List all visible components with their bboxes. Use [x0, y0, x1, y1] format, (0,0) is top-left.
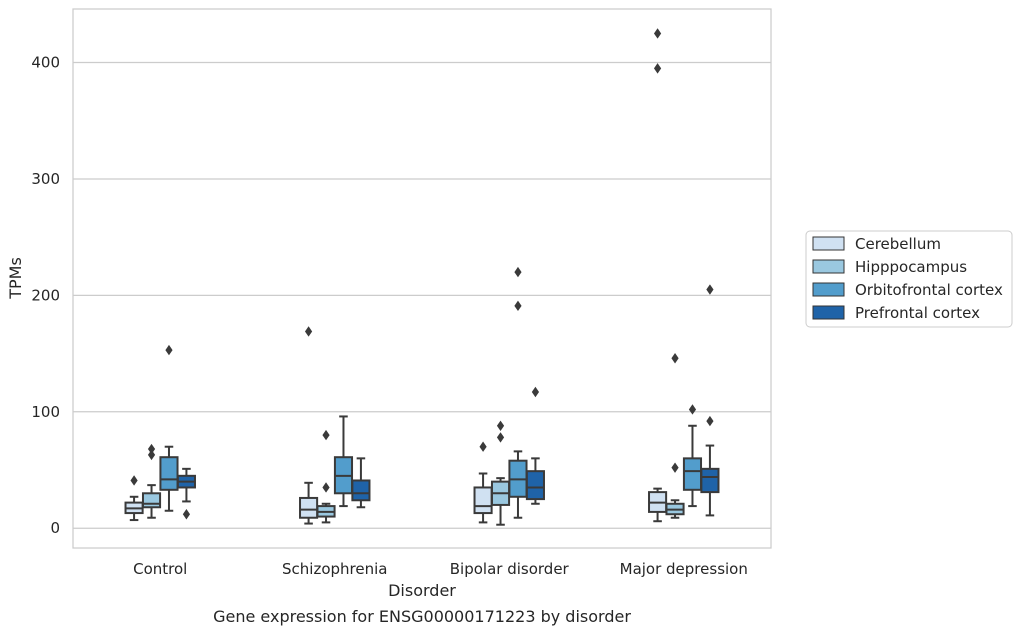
- outlier-point: [514, 266, 522, 278]
- box-cerebellum: [299, 326, 319, 525]
- legend-swatch: [812, 259, 845, 274]
- outlier-point: [531, 386, 540, 398]
- box-cerebellum: [124, 475, 144, 522]
- box-prefrontal-cortex: [176, 467, 196, 520]
- outlier-point: [496, 432, 505, 443]
- box-hipppocampus: [316, 429, 336, 524]
- x-tick-label: Bipolar disorder: [450, 560, 570, 578]
- iqr-box: [473, 486, 493, 515]
- x-axis-label: Disorder: [388, 581, 456, 600]
- box-cerebellum: [473, 441, 493, 524]
- iqr-box: [351, 479, 371, 502]
- box-prefrontal-cortex: [700, 284, 720, 517]
- outlier-point: [706, 284, 714, 295]
- y-axis-label: TPMs: [6, 257, 25, 300]
- iqr-box: [525, 470, 545, 501]
- legend-label: Orbitofrontal cortex: [855, 281, 1003, 299]
- outlier-point: [496, 420, 505, 431]
- box-hipppocampus: [490, 420, 511, 526]
- box-hipppocampus: [665, 353, 685, 519]
- chart-caption: Gene expression for ENSG00000171223 by d…: [213, 607, 631, 626]
- outlier-point: [147, 443, 156, 455]
- box-hipppocampus: [141, 443, 162, 519]
- iqr-box: [141, 492, 162, 509]
- legend-swatch: [812, 236, 845, 251]
- outlier-point: [165, 344, 173, 356]
- outlier-point: [130, 475, 138, 486]
- iqr-box: [682, 457, 703, 491]
- x-axis-ticks: Control Schizophrenia Bipolar disorder Majo…: [133, 560, 748, 578]
- outlier-point: [671, 353, 679, 364]
- outlier-point: [479, 441, 487, 452]
- iqr-box: [299, 496, 319, 519]
- y-axis-ticks: 0 100 200 300 400: [31, 54, 60, 538]
- gridlines: [73, 61, 771, 529]
- y-tick-label: 300: [31, 170, 60, 188]
- legend: Cerebellum Hipppocampus Orbitofrontal cort…: [805, 230, 1013, 328]
- legend-label: Cerebellum: [855, 235, 941, 253]
- outlier-point: [322, 482, 330, 493]
- outlier-point: [688, 404, 697, 415]
- iqr-box: [700, 467, 720, 494]
- outlier-point: [182, 509, 191, 520]
- y-tick-label: 200: [31, 286, 60, 304]
- box-prefrontal-cortex: [351, 457, 371, 509]
- y-tick-label: 0: [50, 519, 60, 537]
- outlier-point: [304, 326, 313, 337]
- x-tick-label: Control: [133, 560, 187, 578]
- boxes: [124, 28, 720, 526]
- iqr-box: [159, 456, 179, 491]
- box-prefrontal-cortex: [525, 386, 545, 505]
- legend-swatch: [812, 305, 845, 320]
- plot-area-frame: [72, 8, 772, 549]
- outlier-point: [322, 429, 330, 441]
- legend-swatch: [812, 282, 845, 297]
- legend-label: Hipppocampus: [855, 258, 967, 276]
- outlier-point: [514, 300, 522, 312]
- box-orbitofrontal-cortex: [508, 266, 528, 519]
- y-tick-label: 400: [31, 54, 60, 72]
- box-orbitofrontal-cortex: [333, 415, 354, 508]
- box-cerebellum: [648, 28, 668, 523]
- outlier-point: [147, 449, 156, 461]
- y-tick-label: 100: [31, 403, 60, 421]
- box-orbitofrontal-cortex: [159, 344, 179, 512]
- legend-frame: [805, 230, 1013, 328]
- outlier-point: [671, 462, 679, 473]
- outlier-point: [653, 63, 662, 74]
- outlier-point: [706, 415, 714, 427]
- x-tick-label: Schizophrenia: [282, 560, 387, 578]
- outlier-point: [653, 28, 662, 39]
- legend-label: Prefrontal cortex: [855, 304, 980, 322]
- x-tick-label: Major depression: [620, 560, 748, 578]
- box-orbitofrontal-cortex: [682, 404, 703, 508]
